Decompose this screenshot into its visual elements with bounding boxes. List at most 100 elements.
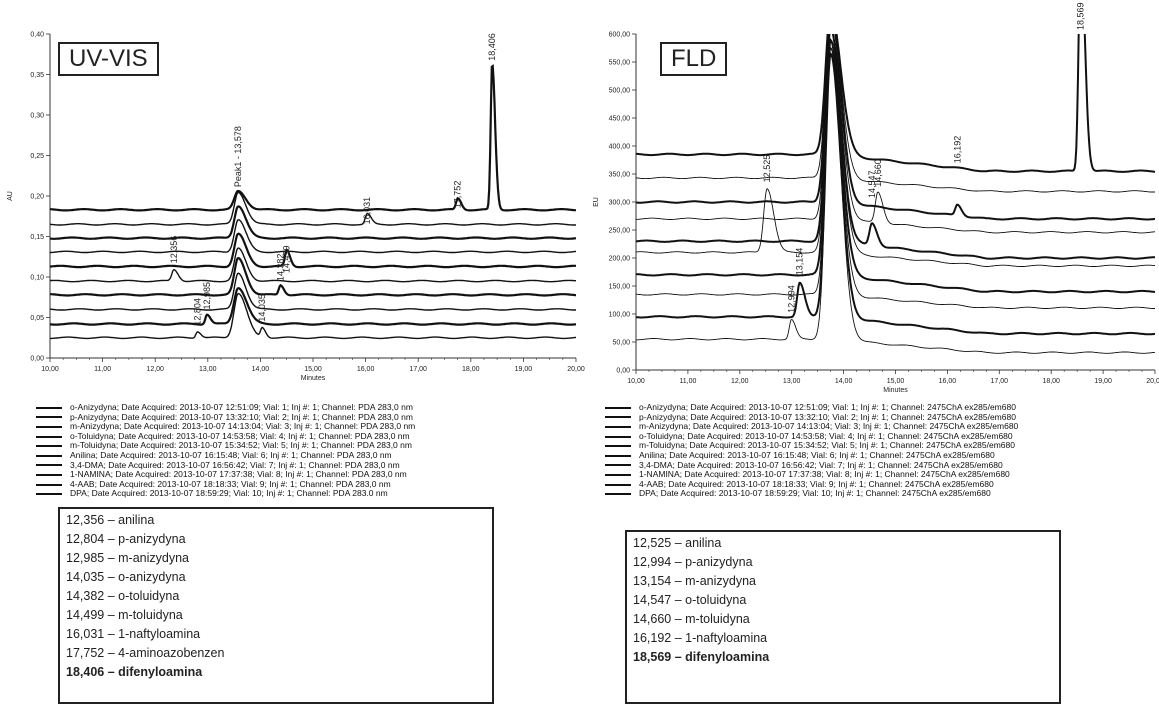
y-axis-title: AU xyxy=(7,191,14,201)
y-tick-label: 0,40 xyxy=(30,32,44,39)
peak-label: 14,382 xyxy=(275,254,285,282)
trace-4-aab xyxy=(636,51,1155,336)
legend-entry: DPA; Date Acquired: 2013-10-07 18:59:29;… xyxy=(605,489,1018,499)
x-tick-label: 15,00 xyxy=(887,378,905,385)
peak-label: 17,752 xyxy=(453,181,463,209)
y-tick-label: 0,20 xyxy=(30,194,44,201)
legend-entry: 4-AAB; Date Acquired: 2013-10-07 18:18:3… xyxy=(36,479,415,490)
y-tick-label: 600,00 xyxy=(609,32,631,39)
y-tick-label: 0,25 xyxy=(30,153,44,160)
x-tick-label: 19,00 xyxy=(1094,378,1112,385)
x-tick-label: 17,00 xyxy=(409,366,427,373)
peak-list-item: 14,547 – o-toluidyna xyxy=(633,593,747,607)
uv-vis-panel: 10,00 11,00 12,00 13,00 14,00 15,00 16,00 17,00… xyxy=(7,32,585,704)
trace-p-anizydyna xyxy=(50,191,576,226)
trace-p-anizydyna xyxy=(636,34,1155,193)
trace-1-namina xyxy=(50,272,576,311)
fld-legend: o-Anizydyna; Date Acquired: 2013-10-07 1… xyxy=(605,402,1018,499)
legend-text: Anilina; Date Acquired: 2013-10-07 16:15… xyxy=(639,449,995,460)
legend-line-swatch xyxy=(36,454,62,457)
legend-text: o-Anizydyna; Date Acquired: 2013-10-07 1… xyxy=(70,402,413,412)
uv-vis-legend: o-Anizydyna; Date Acquired: 2013-10-07 1… xyxy=(36,402,415,499)
peak-list-item: 12,985 – m-anizydyna xyxy=(66,551,189,565)
peak-label: 12,994 xyxy=(786,285,796,313)
legend-entry: Anilina; Date Acquired: 2013-10-07 16:15… xyxy=(36,449,415,461)
x-tick-label: 17,00 xyxy=(991,378,1009,385)
uv-vis-badge: UV-VIS xyxy=(58,42,159,76)
legend-entry: 1-NAMINA; Date Acquired: 2013-10-07 17:3… xyxy=(605,470,1018,480)
x-tick-label: 11,00 xyxy=(679,378,696,385)
legend-entry: m-Anizydyna; Date Acquired: 2013-10-07 1… xyxy=(605,422,1018,432)
legend-entry: m-Toluidyna; Date Acquired: 2013-10-07 1… xyxy=(605,441,1018,451)
legend-text: p-Anizydyna; Date Acquired: 2013-10-07 1… xyxy=(639,411,1016,422)
peak-label: 14,547 xyxy=(867,170,877,198)
peak-list-item: 14,499 – m-toluidyna xyxy=(66,608,183,622)
peak-label: 18,569 xyxy=(1076,2,1086,30)
peak-label: Peak1 - 13,578 xyxy=(233,126,243,187)
trace-o-toluidyna xyxy=(50,219,576,254)
legend-line-swatch xyxy=(605,425,631,428)
peak-list-item: 14,660 – m-toluidyna xyxy=(633,612,750,626)
legend-text: 4-AAB; Date Acquired: 2013-10-07 18:18:3… xyxy=(639,478,994,489)
peak-label: 14,499 xyxy=(282,245,292,273)
x-tick-label: 19,00 xyxy=(515,366,533,373)
peak-list-item: 12,525 – anilina xyxy=(633,536,722,550)
legend-line-swatch xyxy=(605,454,631,457)
x-tick-label: 16,00 xyxy=(357,366,375,373)
fld-panel: 10,00 11,00 12,00 13,00 14,00 15,00 16,00 17,00… xyxy=(580,0,1159,704)
x-axis-title: Minutes xyxy=(301,375,326,382)
peak-label: 12,804 xyxy=(192,298,202,326)
legend-line-swatch xyxy=(605,435,631,438)
legend-entry: 1-NAMINA; Date Acquired: 2013-10-07 17:3… xyxy=(36,470,415,480)
x-axis-title: Minutes xyxy=(883,387,908,394)
legend-line-swatch xyxy=(36,483,62,486)
trace-m-anizydyna xyxy=(636,34,1155,221)
peak-list-item: 17,752 – 4-aminoazobenzen xyxy=(66,646,225,660)
legend-entry: o-Anizydyna; Date Acquired: 2013-10-07 1… xyxy=(605,402,1018,413)
x-tick-label: 20,00 xyxy=(567,366,585,373)
trace-anilina xyxy=(50,247,576,283)
x-tick-label: 10,00 xyxy=(41,366,59,373)
x-tick-label: 14,00 xyxy=(252,366,270,373)
legend-text: Anilina; Date Acquired: 2013-10-07 16:15… xyxy=(70,449,392,460)
trace-4-aab xyxy=(50,287,576,326)
legend-text: DPA; Date Acquired: 2013-10-07 18:59:29;… xyxy=(70,488,388,499)
traces-group xyxy=(636,34,1155,354)
uv-vis-peak-list: 12,356 – anilina 12,804 – p-anizydyna 12,9… xyxy=(58,507,494,704)
x-tick-label: 13,00 xyxy=(783,378,801,385)
y-tick-label: 250,00 xyxy=(609,228,631,235)
traces-group xyxy=(50,63,576,340)
trace-o-anizydyna xyxy=(636,34,1155,173)
y-tick-label: 0,15 xyxy=(30,234,44,241)
peak-label: 12,985 xyxy=(202,282,212,310)
legend-entry: o-Toluidyna; Date Acquired: 2013-10-07 1… xyxy=(605,430,1018,442)
x-tick-label: 14,00 xyxy=(835,378,853,385)
y-axis-title: EU xyxy=(593,197,600,207)
y-tick-label: 200,00 xyxy=(609,256,631,263)
legend-text: p-Anizydyna; Date Acquired: 2013-10-07 1… xyxy=(70,411,413,422)
y-tick-label: 400,00 xyxy=(609,144,631,151)
uv-vis-chromatogram: 10,00 11,00 12,00 13,00 14,00 15,00 16,00 17,00… xyxy=(7,32,585,383)
peak-label: 18,406 xyxy=(487,33,497,61)
peak-list-item: 16,192 – 1-naftyloamina xyxy=(633,631,768,645)
legend-text: o-Toluidyna; Date Acquired: 2013-10-07 1… xyxy=(639,430,1013,441)
trace-o-toluidyna xyxy=(636,34,1155,234)
legend-entry: p-Anizydyna; Date Acquired: 2013-10-07 1… xyxy=(36,411,415,423)
legend-entry: o-Toluidyna; Date Acquired: 2013-10-07 1… xyxy=(36,431,415,442)
x-tick-label: 11,00 xyxy=(94,366,111,373)
x-tick-label: 20,00 xyxy=(1146,378,1159,385)
y-tick-label: 350,00 xyxy=(609,172,631,179)
peak-list-item: 18,569 – difenyloamina xyxy=(633,650,770,664)
y-tick-label: 0,10 xyxy=(30,275,44,282)
legend-line-swatch xyxy=(605,445,631,448)
legend-text: DPA; Date Acquired: 2013-10-07 18:59:29;… xyxy=(639,488,991,499)
peak-label: 14,035 xyxy=(257,294,267,322)
legend-line-swatch xyxy=(605,406,631,409)
legend-text: o-Anizydyna; Date Acquired: 2013-10-07 1… xyxy=(639,402,1016,412)
trace-anilina xyxy=(636,34,1155,267)
peak-list-item: 14,035 – o-anizydyna xyxy=(66,570,186,584)
peak-list-item: 12,356 – anilina xyxy=(66,513,155,527)
legend-entry: DPA; Date Acquired: 2013-10-07 18:59:29;… xyxy=(36,489,415,499)
peak-label: 12,356 xyxy=(169,236,179,264)
legend-text: m-Toluidyna; Date Acquired: 2013-10-07 1… xyxy=(639,440,1015,451)
